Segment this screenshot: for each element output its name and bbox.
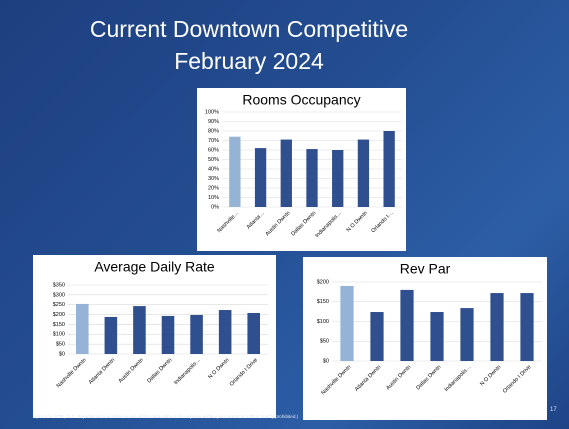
bar — [430, 312, 444, 361]
bar — [254, 148, 267, 207]
bar — [460, 308, 474, 361]
y-tick-label: 60% — [208, 147, 219, 153]
y-tick-label: 30% — [208, 176, 219, 182]
y-tick-label: 50% — [208, 157, 219, 163]
bar — [383, 131, 395, 207]
chart-title: Rooms Occupancy — [242, 92, 360, 108]
panel-background — [303, 257, 547, 420]
y-tick-label: 0% — [211, 204, 219, 210]
bar — [247, 312, 260, 354]
y-tick-label: $200 — [317, 279, 329, 285]
bar — [400, 289, 414, 361]
bar — [161, 315, 175, 354]
panel-background — [33, 255, 276, 418]
y-tick-label: 40% — [208, 166, 219, 172]
y-tick-label: 80% — [208, 128, 219, 134]
bar — [357, 139, 370, 207]
bar — [490, 293, 504, 361]
slide-title-line: February 2024 — [174, 48, 324, 74]
y-tick-label: $250 — [53, 302, 65, 308]
y-tick-label: $350 — [53, 282, 65, 288]
y-tick-label: 10% — [208, 195, 219, 201]
bar — [104, 316, 118, 354]
y-tick-label: $300 — [53, 292, 65, 298]
chart-panel: Average Daily Rate $0 $50 $100 $150 $200 $250 $… — [33, 255, 276, 418]
y-tick-label: $0 — [59, 351, 65, 357]
chart-panel: Rooms Occupancy 0% 10% 20% 30% 40% 50% 60% 70% 80… — [197, 88, 406, 251]
bar — [229, 136, 241, 207]
y-tick-label: $150 — [317, 299, 329, 305]
y-tick-label: $0 — [323, 358, 329, 364]
bar — [520, 293, 534, 361]
chart-title: Rev Par — [400, 261, 451, 277]
y-tick-label: 70% — [208, 138, 219, 144]
bar — [76, 303, 89, 354]
y-tick-label: $150 — [53, 322, 65, 328]
bar — [370, 312, 384, 361]
bar — [218, 310, 232, 354]
y-tick-label: $50 — [56, 342, 65, 348]
bar — [190, 314, 203, 354]
bar — [133, 306, 146, 354]
y-tick-label: 90% — [208, 119, 219, 125]
y-tick-label: $100 — [317, 319, 329, 325]
y-tick-label: $50 — [320, 339, 329, 345]
chart-title: Average Daily Rate — [94, 259, 215, 275]
page-number: 17 — [550, 407, 557, 413]
y-tick-label: 100% — [205, 109, 219, 115]
bar — [280, 139, 292, 207]
bar — [332, 150, 344, 207]
y-tick-label: $100 — [53, 332, 65, 338]
slide-title-line: Current Downtown Competitive — [89, 16, 409, 42]
bar — [306, 149, 318, 207]
footnote: (Source: STR, LLC. Republication or othe… — [36, 414, 299, 419]
bar — [340, 285, 354, 361]
y-tick-label: 20% — [208, 185, 219, 191]
y-tick-label: $200 — [53, 312, 65, 318]
